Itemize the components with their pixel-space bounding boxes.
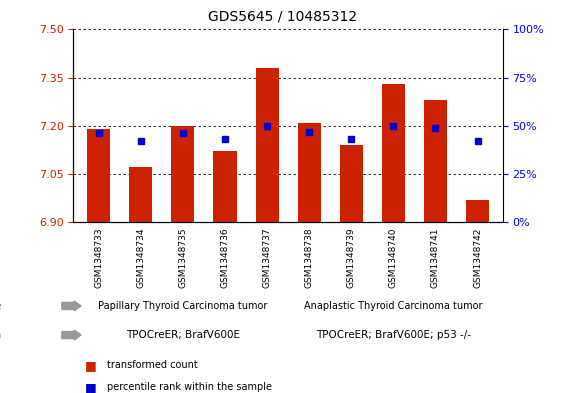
Text: tissue: tissue [0,301,1,311]
Bar [129,167,153,222]
Bar [214,151,237,222]
Text: Papillary Thyroid Carcinoma tumor: Papillary Thyroid Carcinoma tumor [98,301,268,311]
Text: GSM1348735: GSM1348735 [179,228,188,288]
Text: TPOCreER; BrafV600E: TPOCreER; BrafV600E [126,330,240,340]
Text: ■: ■ [85,380,97,393]
Bar [424,100,447,222]
Text: GSM1348740: GSM1348740 [389,228,398,288]
Bar [382,84,405,222]
Text: GDS5645 / 10485312: GDS5645 / 10485312 [208,10,357,24]
Bar [171,126,194,222]
Text: GSM1348737: GSM1348737 [263,228,272,288]
Text: GSM1348734: GSM1348734 [136,228,145,288]
Bar [298,123,321,222]
Text: TPOCreER; BrafV600E; p53 -/-: TPOCreER; BrafV600E; p53 -/- [316,330,471,340]
Text: GSM1348739: GSM1348739 [347,228,356,288]
Bar [340,145,363,222]
Text: transformed count: transformed count [107,360,198,371]
Text: GSM1348738: GSM1348738 [305,228,314,288]
Text: GSM1348733: GSM1348733 [94,228,103,288]
Bar [87,129,110,222]
Text: genotype/variation: genotype/variation [0,330,1,340]
Bar [255,68,279,222]
Text: percentile rank within the sample: percentile rank within the sample [107,382,272,392]
Text: GSM1348736: GSM1348736 [220,228,229,288]
Text: Anaplastic Thyroid Carcinoma tumor: Anaplastic Thyroid Carcinoma tumor [304,301,483,311]
Text: GSM1348742: GSM1348742 [473,228,482,288]
Bar [466,200,489,222]
Text: GSM1348741: GSM1348741 [431,228,440,288]
Text: ■: ■ [85,359,97,372]
